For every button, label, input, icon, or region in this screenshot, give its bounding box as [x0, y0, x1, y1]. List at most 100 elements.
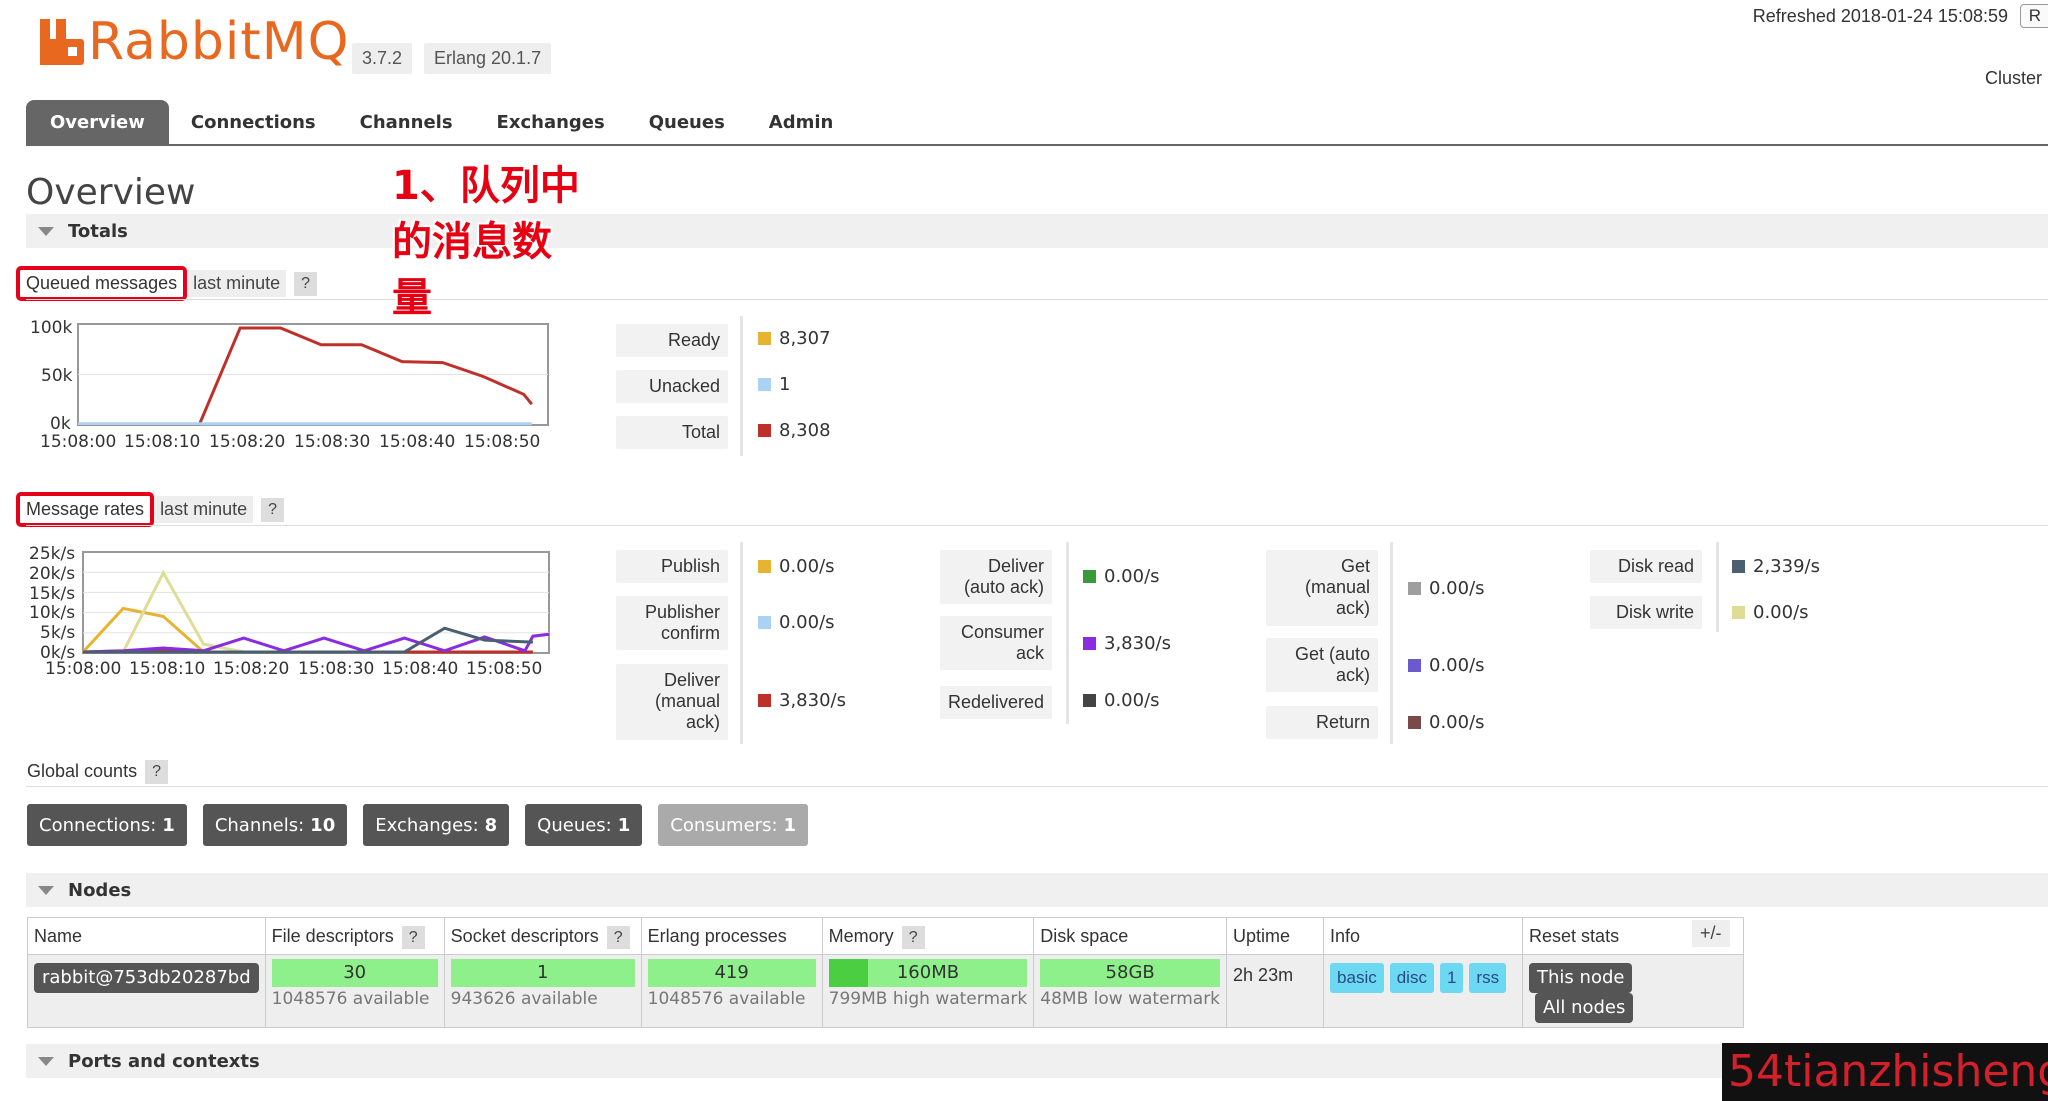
legend-swatch [1408, 582, 1421, 595]
disk-bar: 58GB [1040, 959, 1221, 987]
header-text: Memory [828, 925, 894, 946]
consumers-count-button[interactable]: Consumers: 1 [658, 804, 809, 846]
exchanges-count-button[interactable]: Exchanges: 8 [363, 804, 510, 846]
main-nav-tabs: Overview Connections Channels Exchanges … [26, 100, 855, 146]
disk-cell: 58GB 48MB low watermark [1033, 954, 1228, 1028]
page-title: Overview [26, 172, 196, 213]
divider [26, 525, 2048, 526]
memory-bar: 160MB [828, 959, 1028, 987]
rabbitmq-logo: RabbitMQ [40, 12, 350, 72]
legend-swatch [758, 424, 771, 437]
message-rates-chart [82, 551, 550, 654]
columns-toggle-button[interactable]: +/- [1692, 920, 1730, 947]
series-line-disk-read [83, 626, 533, 654]
queued-messages-label: Queued messages [16, 266, 188, 301]
connections-count-button[interactable]: Connections: 1 [27, 804, 187, 846]
tab-exchanges[interactable]: Exchanges [496, 112, 605, 133]
socket-desc-available: 943626 available [450, 989, 598, 1009]
count-value: 8 [484, 814, 498, 836]
queued-help-button[interactable]: ? [294, 271, 318, 296]
y-tick: 50k [41, 366, 73, 386]
x-tick: 15:08:40 [379, 432, 456, 452]
queued-period-link[interactable]: last minute [187, 270, 287, 297]
info-cell: basic disc 1 rss [1323, 954, 1524, 1028]
reset-all-nodes-button[interactable]: All nodes [1535, 993, 1634, 1023]
count-label: Consumers: [670, 814, 778, 836]
count-label: Channels: [214, 814, 305, 836]
rate-label-consumer-ack: Consumer ack [940, 616, 1052, 670]
header-text: Socket descriptors [450, 925, 599, 946]
rate-value-publish: 0.00/s [758, 556, 835, 577]
totals-section-header[interactable]: Totals [26, 214, 2048, 248]
memory-value: 160MB [896, 962, 960, 983]
file-desc-bar: 30 [271, 959, 438, 987]
tab-overview[interactable]: Overview [26, 100, 169, 146]
value-text: 8,307 [779, 328, 831, 349]
col-header-name: Name [27, 917, 266, 955]
value-text: 3,830/s [779, 690, 846, 711]
count-label: Connections: [39, 814, 157, 836]
rate-value-get-auto: 0.00/s [1408, 655, 1485, 676]
channels-count-button[interactable]: Channels: 10 [202, 804, 348, 846]
legend-swatch [758, 378, 771, 391]
col-header-erlang-processes: Erlang processes [640, 917, 823, 955]
info-badge-rss[interactable]: rss [1469, 963, 1507, 993]
nodes-section-header[interactable]: Nodes [26, 873, 2048, 907]
rates-help-button[interactable]: ? [261, 497, 285, 522]
x-tick: 15:08:40 [382, 659, 459, 679]
y-tick: 100k [30, 318, 73, 338]
cluster-label: Cluster [1984, 68, 2042, 88]
value-text: 3,830/s [1104, 633, 1171, 654]
value-text: 2,339/s [1753, 556, 1820, 577]
global-counts-row: Connections: 1 Channels: 10 Exchanges: 8 Qu… [27, 804, 809, 846]
tab-channels[interactable]: Channels [359, 112, 453, 133]
node-name-cell: rabbit@753db20287bd [27, 954, 266, 1028]
refresh-select[interactable]: R [2019, 4, 2048, 28]
socket-desc-cell: 1 943626 available [443, 954, 642, 1028]
rate-label-return: Return [1266, 706, 1378, 739]
legend-swatch [758, 694, 771, 707]
memory-cell: 160MB 799MB high watermark [821, 954, 1035, 1028]
info-badge-disc[interactable]: disc [1389, 963, 1434, 993]
x-tick: 15:08:00 [40, 432, 117, 452]
value-text: 8,308 [779, 420, 831, 441]
rate-value-return: 0.00/s [1408, 712, 1485, 733]
info-badge-basic[interactable]: basic [1330, 963, 1384, 993]
memory-watermark: 799MB high watermark [828, 989, 1028, 1009]
table-row: rabbit@753db20287bd 30 1048576 available … [27, 954, 1745, 1028]
tab-queues[interactable]: Queues [648, 112, 725, 133]
value-text: 0.00/s [1104, 690, 1160, 711]
rate-label-get-manual: Get (manual ack) [1266, 550, 1378, 626]
help-button[interactable]: ? [901, 925, 925, 949]
uptime-value: 2h 23m [1233, 965, 1294, 985]
stat-label-unacked: Unacked [616, 370, 728, 403]
global-help-button[interactable]: ? [145, 759, 168, 784]
rates-period-link[interactable]: last minute [154, 496, 254, 523]
reset-this-node-button[interactable]: This node [1529, 963, 1633, 993]
info-badge-count[interactable]: 1 [1439, 963, 1464, 993]
rate-label-disk-read: Disk read [1590, 550, 1702, 583]
count-label: Exchanges: [375, 814, 479, 836]
header-text: Reset stats [1529, 925, 1620, 946]
y-tick: 25k/s [29, 544, 76, 564]
header-text: Erlang processes [647, 925, 787, 946]
divider [1390, 542, 1393, 744]
queued-messages-chart [77, 323, 549, 426]
rate-value-get-manual: 0.00/s [1408, 578, 1485, 599]
rate-value-deliver-manual: 3,830/s [758, 690, 846, 711]
help-button[interactable]: ? [401, 925, 425, 949]
erlang-proc-available: 1048576 available [647, 989, 806, 1009]
stat-label-ready: Ready [616, 324, 728, 357]
tab-connections[interactable]: Connections [190, 112, 316, 133]
rate-label-disk-write: Disk write [1590, 596, 1702, 629]
ports-section-header[interactable]: Ports and contexts [26, 1044, 2048, 1078]
count-value: 1 [162, 814, 175, 836]
reset-stats-cell: This node All nodes [1522, 954, 1745, 1028]
help-button[interactable]: ? [606, 925, 630, 949]
tab-admin[interactable]: Admin [768, 112, 834, 133]
stat-value-unacked: 1 [758, 374, 790, 395]
queues-count-button[interactable]: Queues: 1 [525, 804, 643, 846]
legend-swatch [1732, 606, 1745, 619]
node-name-link[interactable]: rabbit@753db20287bd [34, 963, 259, 993]
global-counts-label: Global counts [27, 761, 138, 781]
